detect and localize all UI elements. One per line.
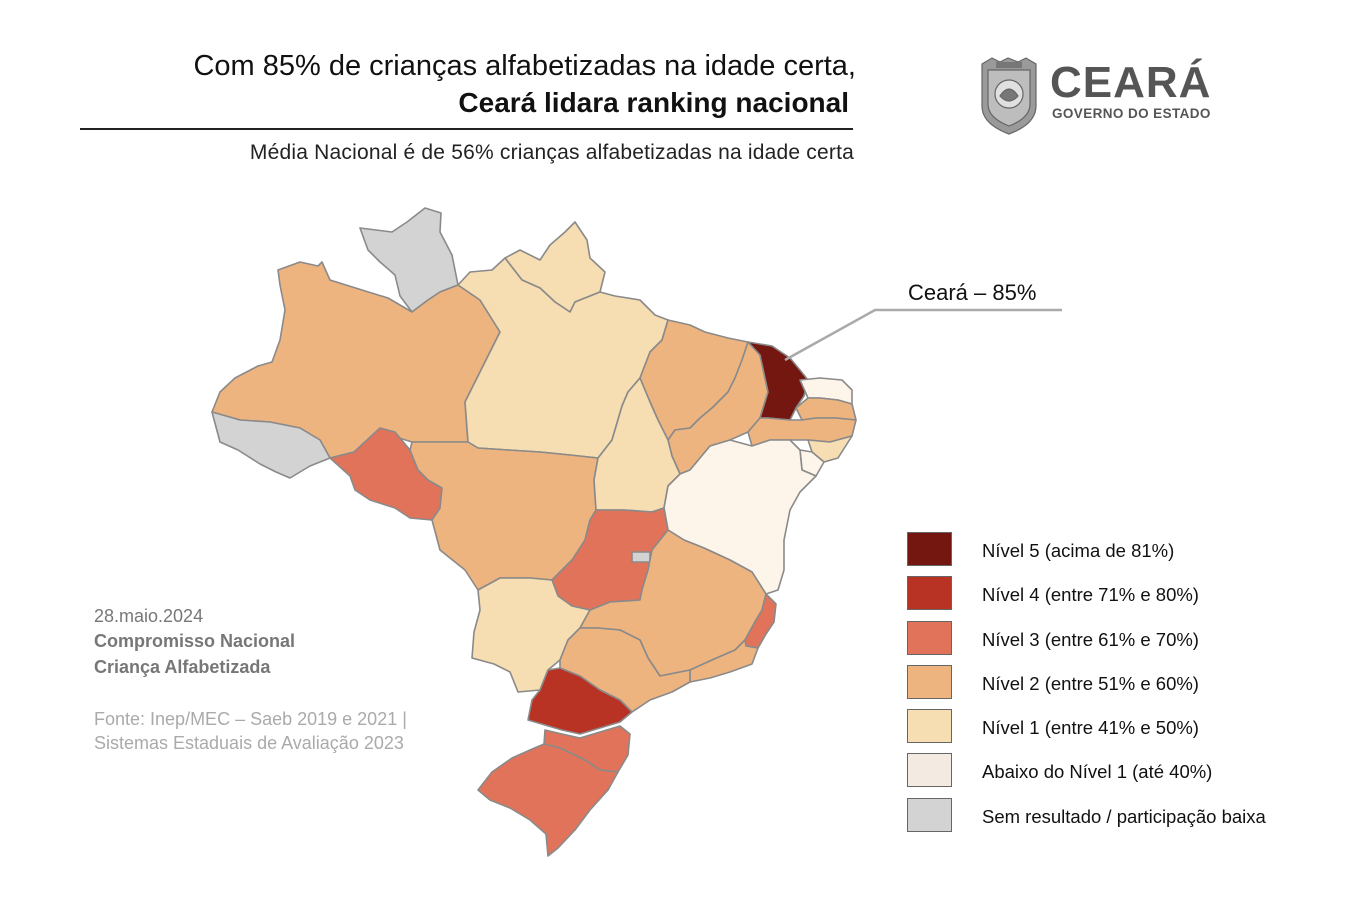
title-divider [80,128,853,130]
coat-of-arms-icon [981,57,1037,135]
legend-label: Nível 1 (entre 41% e 50%) [982,717,1199,739]
legend-swatch [907,753,952,788]
source-line-2: Sistemas Estaduais de Avaliação 2023 [94,733,404,753]
legend-swatch [907,532,952,566]
legend-label: Nível 4 (entre 71% e 80%) [982,584,1199,606]
subtitle: Média Nacional é de 56% crianças alfabet… [249,141,854,164]
title-line-2: Ceará lidara ranking nacional [458,87,849,118]
state-rs [477,743,619,857]
title-line-1: Com 85% de crianças alfabetizadas na ida… [193,50,856,82]
program-name-line-2: Criança Alfabetizada [94,657,271,677]
logo-subtitle: GOVERNO DO ESTADO [1052,106,1211,121]
legend-swatch [907,576,952,611]
publication-date: 28.maio.2024 [94,606,204,626]
legend-label: Abaixo do Nível 1 (até 40%) [982,761,1213,783]
source-line-1: Fonte: Inep/MEC – Saeb 2019 e 2021 | [94,709,407,729]
legend-label: Sem resultado / participação baixa [982,805,1266,827]
legend-label: Nível 3 (entre 61% e 70%) [982,628,1199,650]
callout-label-ceara: Ceará – 85% [908,280,1037,305]
legend-swatch [907,620,952,655]
logo-wordmark: CEARÁ [1050,58,1212,107]
state-ac [211,411,331,479]
legend-label: Nível 5 (acima de 81%) [982,540,1175,561]
legend-swatch [907,797,952,832]
state-pr [527,667,633,735]
legend-swatch [907,709,952,744]
callout-leader-line [784,308,1062,362]
legend-swatch [907,664,952,699]
state-rj [689,639,759,683]
state-df [631,551,651,563]
program-name-line-1: Compromisso Nacional [94,631,296,651]
legend-label: Nível 2 (entre 51% e 60%) [982,672,1199,694]
